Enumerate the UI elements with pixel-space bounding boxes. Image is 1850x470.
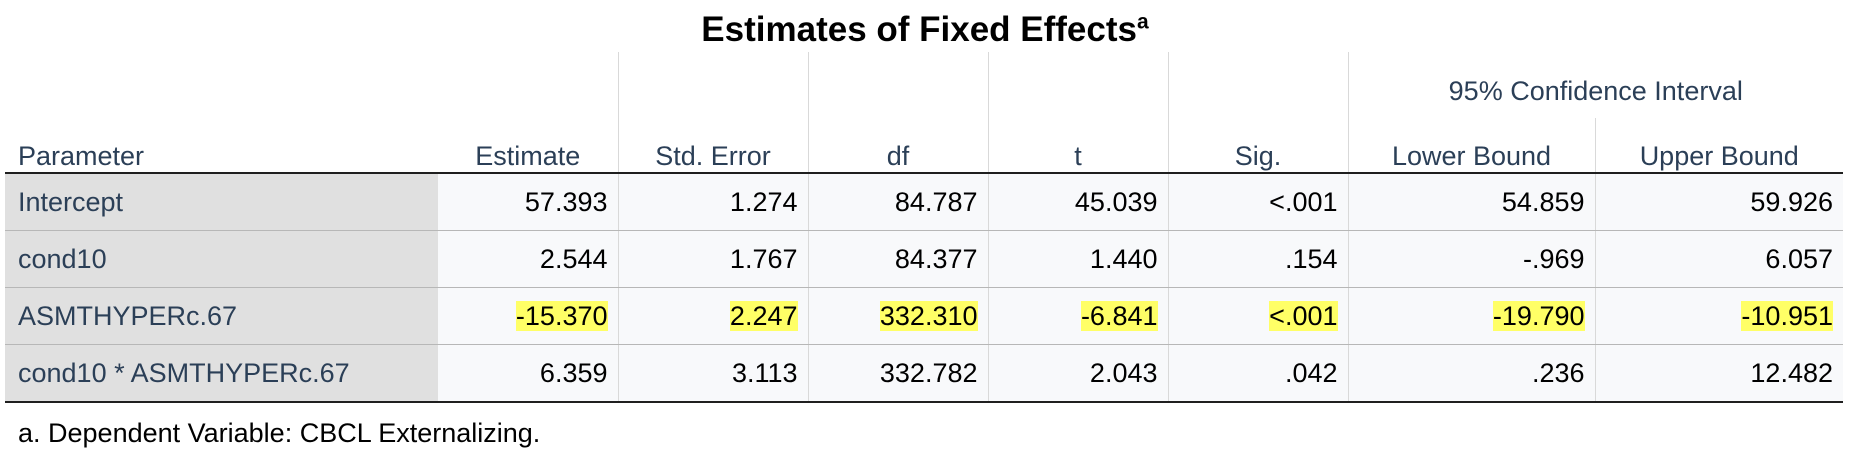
fixed-effects-table: 95% Confidence Interval Parameter Estima… xyxy=(5,52,1843,403)
cell-upper-bound: 12.482 xyxy=(1594,344,1843,403)
cell-estimate: 2.544 xyxy=(438,230,618,288)
column-header-t: t xyxy=(987,118,1168,174)
cell-value: 3.113 xyxy=(731,357,798,388)
cell-sig: .154 xyxy=(1167,230,1348,288)
cell-value: 1.440 xyxy=(1089,243,1158,274)
cell-value: 1.274 xyxy=(729,186,798,217)
header-blank xyxy=(987,52,1168,118)
cell-value: -.969 xyxy=(1522,243,1585,274)
highlighted-value: -10.951 xyxy=(1741,300,1833,331)
highlighted-value: -19.790 xyxy=(1492,300,1585,331)
column-header-parameter: Parameter xyxy=(5,118,438,174)
cell-df: 84.377 xyxy=(807,230,988,288)
column-header-df: df xyxy=(807,118,988,174)
cell-value: <.001 xyxy=(1269,186,1338,217)
cell-value: 2.544 xyxy=(539,243,608,274)
cell-std-error: 2.247 xyxy=(617,287,808,345)
cell-t: 45.039 xyxy=(987,173,1168,231)
cell-value: 12.482 xyxy=(1750,357,1833,388)
highlighted-value: -6.841 xyxy=(1080,300,1158,331)
cell-std-error: 3.113 xyxy=(617,344,808,403)
cell-df: 332.782 xyxy=(807,344,988,403)
cell-value: 2.043 xyxy=(1089,357,1158,388)
cell-upper-bound: -10.951 xyxy=(1594,287,1843,345)
cell-estimate: 57.393 xyxy=(438,173,618,231)
cell-t: 1.440 xyxy=(987,230,1168,288)
cell-value: 84.787 xyxy=(894,186,978,217)
cell-value: 6.057 xyxy=(1765,243,1833,274)
cell-upper-bound: 6.057 xyxy=(1594,230,1843,288)
column-header-estimate: Estimate xyxy=(438,118,618,174)
row-label: cond10 xyxy=(5,230,438,288)
cell-lower-bound: .236 xyxy=(1347,344,1595,403)
title-footnote-marker: a xyxy=(1137,10,1149,34)
table-row: Intercept 57.393 1.274 84.787 45.039 <.0… xyxy=(5,173,1843,231)
cell-lower-bound: 54.859 xyxy=(1347,173,1595,231)
cell-sig: <.001 xyxy=(1167,287,1348,345)
header-blank xyxy=(438,52,618,118)
column-header-sig: Sig. xyxy=(1167,118,1348,174)
column-header-std-error: Std. Error xyxy=(617,118,808,174)
cell-value: .042 xyxy=(1284,357,1338,388)
cell-estimate: -15.370 xyxy=(438,287,618,345)
highlighted-value: <.001 xyxy=(1269,300,1338,331)
cell-value: 54.859 xyxy=(1501,186,1585,217)
cell-value: 45.039 xyxy=(1074,186,1158,217)
header-group-row: 95% Confidence Interval xyxy=(5,52,1843,118)
cell-lower-bound: -.969 xyxy=(1347,230,1595,288)
row-label: Intercept xyxy=(5,173,438,231)
cell-value: 6.359 xyxy=(539,357,608,388)
column-header-lower-bound: Lower Bound xyxy=(1347,118,1595,174)
cell-t: 2.043 xyxy=(987,344,1168,403)
row-label: cond10 * ASMTHYPERc.67 xyxy=(5,344,438,403)
cell-value: .236 xyxy=(1531,357,1585,388)
column-header-upper-bound: Upper Bound xyxy=(1594,118,1843,174)
table-row: cond10 2.544 1.767 84.377 1.440 .154 -.9… xyxy=(5,230,1843,288)
header-blank xyxy=(807,52,988,118)
cell-value: 84.377 xyxy=(894,243,978,274)
header-column-row: Parameter Estimate Std. Error df t Sig. … xyxy=(5,118,1843,174)
table-title: Estimates of Fixed Effectsa xyxy=(0,6,1850,54)
cell-value: 57.393 xyxy=(524,186,608,217)
confidence-interval-group-header: 95% Confidence Interval xyxy=(1347,52,1843,118)
cell-t: -6.841 xyxy=(987,287,1168,345)
row-label: ASMTHYPERc.67 xyxy=(5,287,438,345)
header-blank xyxy=(5,52,438,118)
cell-value: .154 xyxy=(1284,243,1338,274)
highlighted-value: 332.310 xyxy=(879,300,978,331)
table-title-text: Estimates of Fixed Effects xyxy=(701,10,1137,49)
cell-std-error: 1.767 xyxy=(617,230,808,288)
header-blank xyxy=(1167,52,1348,118)
cell-std-error: 1.274 xyxy=(617,173,808,231)
highlighted-value: 2.247 xyxy=(729,300,798,331)
table-row-highlighted: ASMTHYPERc.67 -15.370 2.247 332.310 -6.8… xyxy=(5,287,1843,345)
cell-upper-bound: 59.926 xyxy=(1594,173,1843,231)
table-row: cond10 * ASMTHYPERc.67 6.359 3.113 332.7… xyxy=(5,344,1843,403)
header-blank xyxy=(617,52,808,118)
cell-estimate: 6.359 xyxy=(438,344,618,403)
cell-df: 332.310 xyxy=(807,287,988,345)
cell-lower-bound: -19.790 xyxy=(1347,287,1595,345)
cell-df: 84.787 xyxy=(807,173,988,231)
cell-value: 59.926 xyxy=(1750,186,1833,217)
highlighted-value: -15.370 xyxy=(515,300,608,331)
cell-value: 332.782 xyxy=(879,357,978,388)
cell-sig: <.001 xyxy=(1167,173,1348,231)
cell-sig: .042 xyxy=(1167,344,1348,403)
table-footnote: a. Dependent Variable: CBCL Externalizin… xyxy=(18,418,541,448)
cell-value: 1.767 xyxy=(729,243,798,274)
